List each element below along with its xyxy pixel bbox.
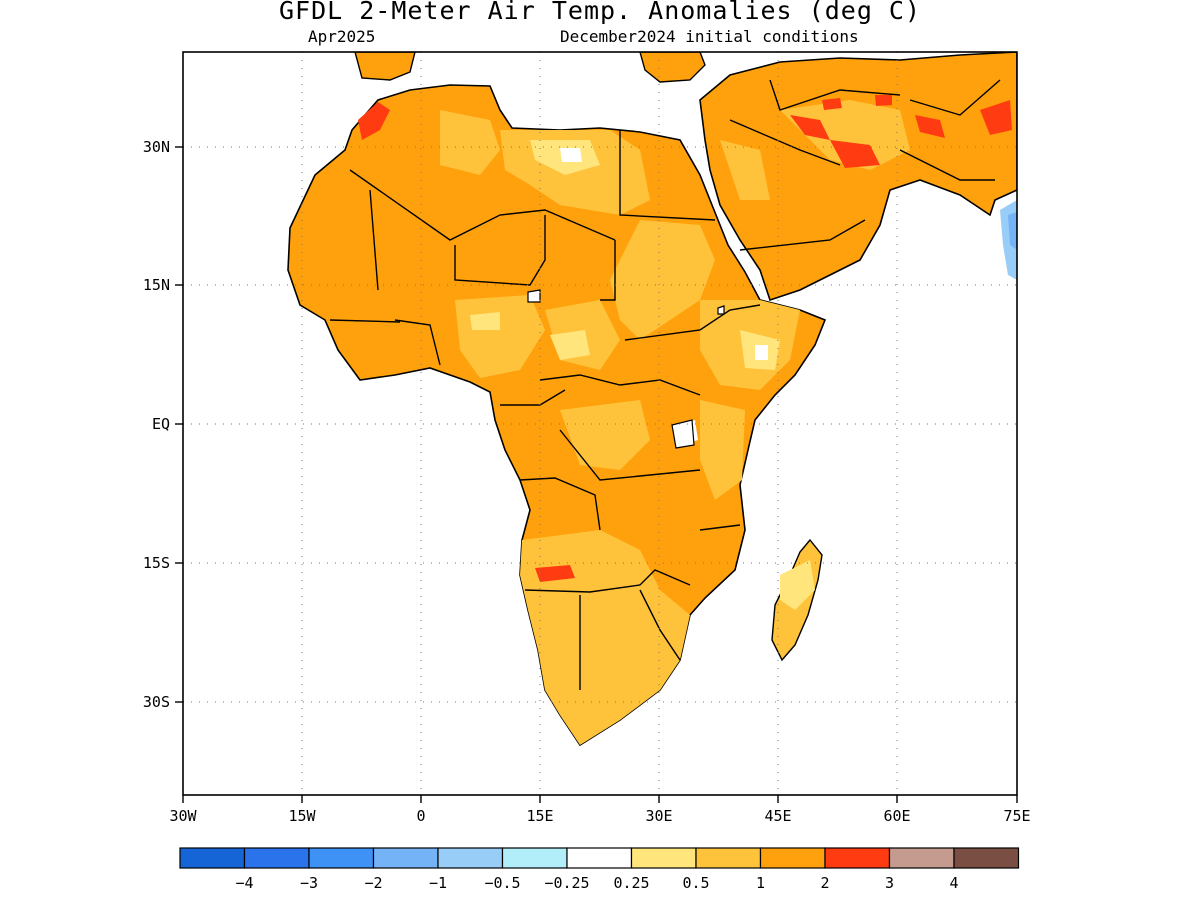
- grid-lines: [183, 52, 1017, 795]
- lakes: [527, 289, 725, 449]
- colorbar-label: 3: [885, 874, 894, 892]
- colorbar-swatch: [695, 847, 762, 869]
- colorbar-swatch: [759, 847, 826, 869]
- lat-label: 15S: [143, 554, 170, 572]
- lon-label: 0: [416, 807, 425, 825]
- anomaly-map: [287, 52, 1017, 747]
- colorbar-swatch: [630, 847, 697, 869]
- colorbar-label: −1: [429, 874, 447, 892]
- lon-label: 60E: [883, 807, 910, 825]
- lon-label: 15W: [288, 807, 316, 825]
- lon-label: 45E: [764, 807, 791, 825]
- colorbar-label: 2: [820, 874, 829, 892]
- middle-east-landmass: [699, 52, 1017, 302]
- lat-label: EQ: [152, 415, 170, 433]
- anomaly-2-to-3: [358, 95, 1012, 582]
- europe-landmass: [354, 52, 416, 81]
- lon-label: 30W: [169, 807, 197, 825]
- initial-conditions: December2024 initial conditions: [560, 27, 859, 46]
- forecast-month: Apr2025: [308, 27, 376, 46]
- colorbar: −4 −3 −2 −1 −0.5 −0.25 0.25 0.5 1 2 3 4: [179, 847, 1020, 892]
- colorbar-label: 0.25: [613, 874, 649, 892]
- europe-landmass-east: [639, 52, 706, 83]
- colorbar-swatch: [501, 847, 568, 869]
- lat-labels: 30N 15N EQ 15S 30S: [143, 138, 170, 711]
- colorbar-label: −3: [300, 874, 318, 892]
- colorbar-label: 0.5: [682, 874, 709, 892]
- country-borders: [329, 79, 1001, 690]
- lon-label: 75E: [1003, 807, 1030, 825]
- colorbar-swatch: [566, 847, 633, 869]
- lat-label: 30N: [143, 138, 170, 156]
- anomaly-0.5-to-1: [440, 100, 910, 745]
- lon-label: 30E: [645, 807, 672, 825]
- colorbar-swatch: [243, 847, 310, 869]
- lat-label: 15N: [143, 276, 170, 294]
- axis-ticks: [175, 146, 1018, 803]
- colorbar-label: −0.25: [544, 874, 589, 892]
- lat-label: 30S: [143, 693, 170, 711]
- colorbar-swatch: [372, 847, 439, 869]
- colorbar-label: 1: [756, 874, 765, 892]
- colorbar-label: −0.5: [484, 874, 520, 892]
- map-title: GFDL 2-Meter Air Temp. Anomalies (deg C): [278, 0, 922, 25]
- colorbar-swatch: [953, 847, 1020, 869]
- lon-label: 15E: [526, 807, 553, 825]
- colorbar-swatch: [824, 847, 891, 869]
- colorbar-swatch: [888, 847, 955, 869]
- colorbar-swatch: [437, 847, 504, 869]
- anomaly-negative-india: [1000, 200, 1017, 280]
- lon-labels: 30W 15W 0 15E 30E 45E 60E 75E: [169, 807, 1030, 825]
- colorbar-swatch: [179, 847, 246, 869]
- colorbar-label: 4: [949, 874, 958, 892]
- colorbar-swatch: [308, 847, 375, 869]
- colorbar-label: −2: [364, 874, 382, 892]
- colorbar-label: −4: [235, 874, 253, 892]
